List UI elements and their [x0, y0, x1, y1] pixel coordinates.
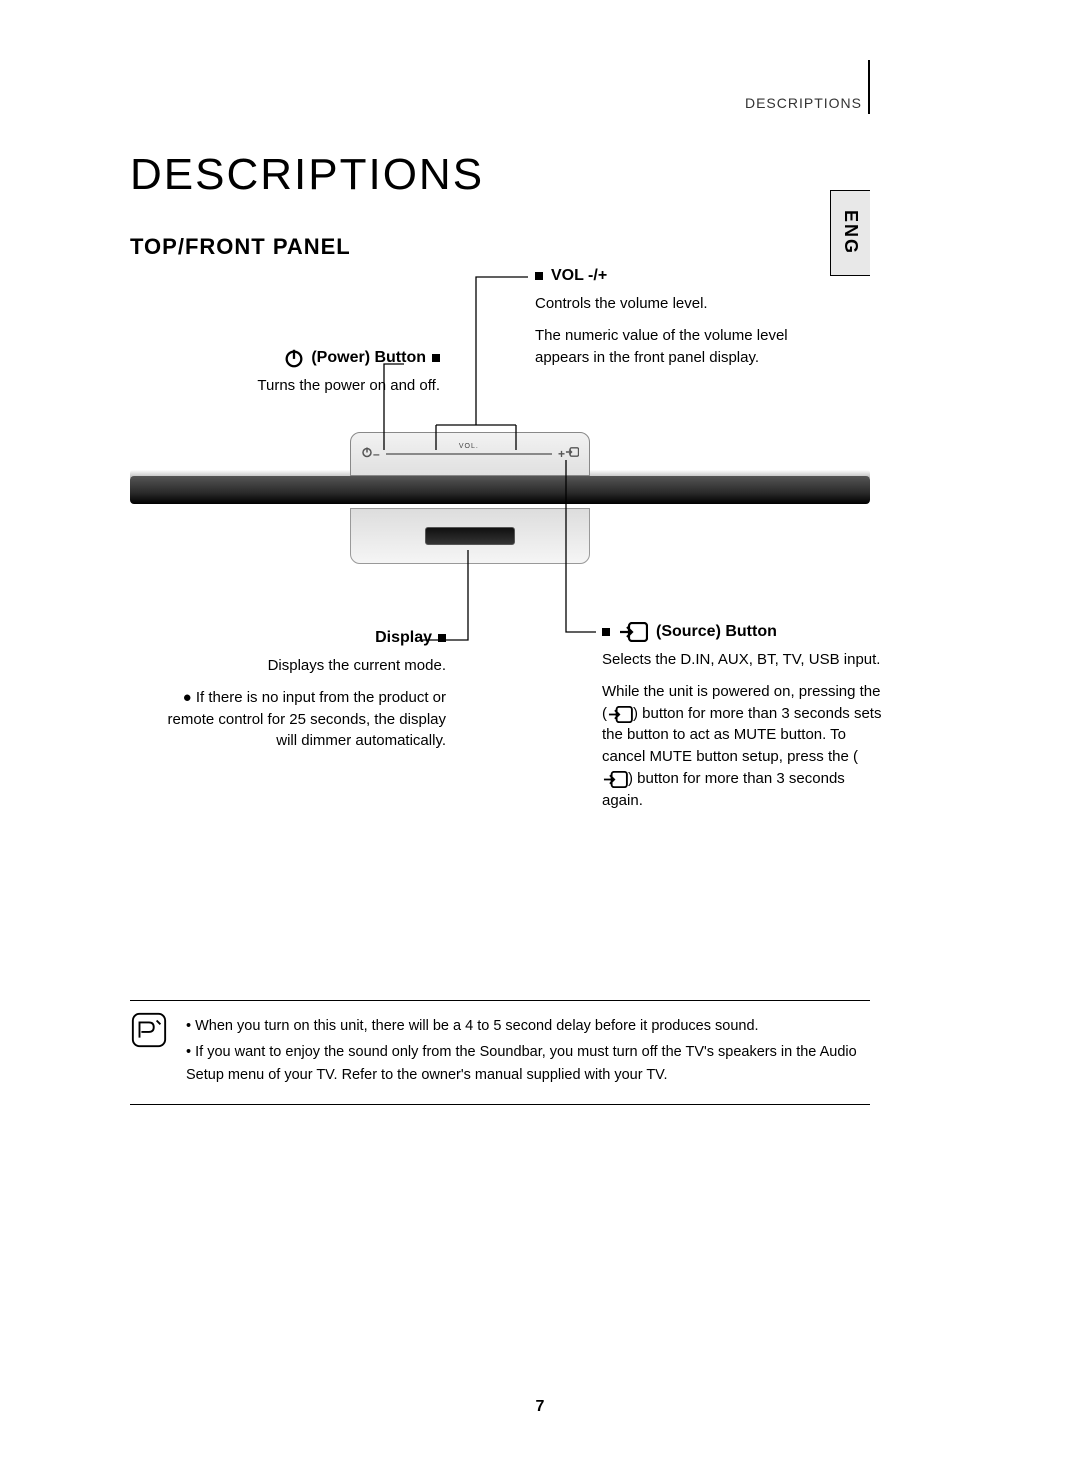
source-label: (Source) Button	[656, 620, 777, 643]
source-icon	[618, 622, 648, 642]
note-icon	[130, 1011, 168, 1049]
source-icon	[602, 771, 628, 788]
bullet-icon	[432, 354, 440, 362]
vol-plus: +	[558, 447, 565, 461]
header-separator	[868, 60, 870, 114]
vol-desc-2: The numeric value of the volume level ap…	[535, 325, 845, 369]
power-label: (Power) Button	[311, 346, 426, 369]
vol-minus: –	[373, 447, 380, 461]
bullet-icon	[535, 272, 543, 280]
vol-text: VOL.	[459, 443, 479, 450]
display-label: Display	[375, 626, 432, 649]
header-section-label: DESCRIPTIONS	[745, 95, 862, 111]
source-desc-2: While the unit is powered on, pressing t…	[602, 681, 882, 812]
display-desc-2: ● If there is no input from the product …	[166, 687, 446, 752]
soundbar-front-panel	[350, 508, 590, 564]
source-icon	[607, 706, 633, 723]
notes-box: When you turn on this unit, there will b…	[130, 1000, 870, 1105]
vol-callout: VOL -/+ Controls the volume level. The n…	[535, 264, 845, 368]
source-desc-1: Selects the D.IN, AUX, BT, TV, USB input…	[602, 649, 882, 671]
source-callout: (Source) Button Selects the D.IN, AUX, B…	[602, 620, 882, 811]
note-2: If you want to enjoy the sound only from…	[186, 1041, 870, 1086]
power-callout: (Power) Button Turns the power on and of…	[180, 346, 440, 397]
vol-label: VOL -/+	[551, 264, 607, 287]
power-icon	[361, 445, 373, 463]
soundbar-body	[130, 476, 870, 504]
power-desc: Turns the power on and off.	[180, 375, 440, 397]
soundbar-top-panel: – VOL. +	[350, 432, 590, 476]
note-1: When you turn on this unit, there will b…	[186, 1015, 870, 1037]
source-icon	[565, 445, 579, 463]
vol-desc-1: Controls the volume level.	[535, 293, 845, 315]
bullet-icon	[438, 634, 446, 642]
soundbar-illustration: – VOL. +	[130, 432, 870, 572]
display-callout: Display Displays the current mode. ● If …	[166, 626, 446, 752]
display-window	[425, 527, 515, 545]
display-desc-1: Displays the current mode.	[166, 655, 446, 677]
page-number: 7	[536, 1398, 545, 1416]
bullet-icon	[602, 628, 610, 636]
power-icon	[283, 347, 305, 369]
